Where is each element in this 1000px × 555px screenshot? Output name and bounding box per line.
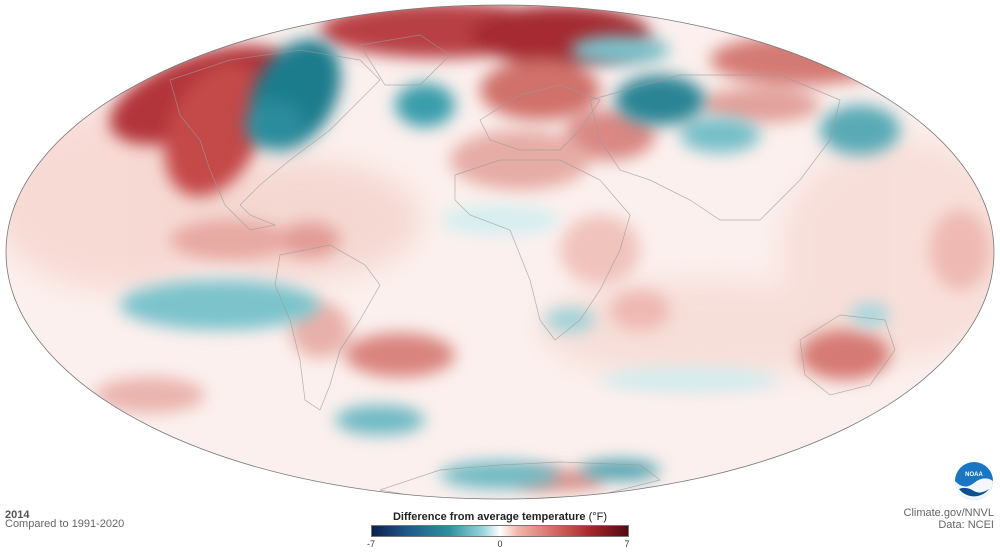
color-legend: Difference from average temperature (°F)…: [367, 510, 630, 549]
map-year: 2014: [5, 509, 30, 521]
legend-min-label: -7: [366, 539, 376, 549]
noaa-logo-text: NOAA: [965, 472, 983, 478]
greenland-outline: [359, 34, 451, 86]
legend-title: Difference from average temperature: [392, 511, 586, 523]
asia-outline: [589, 74, 841, 221]
legend-unit: (°F): [588, 511, 608, 523]
africa-outline: [454, 159, 631, 341]
noaa-logo-icon: NOAA: [954, 461, 994, 501]
north-america-outline: [169, 49, 381, 231]
credit-source: Climate.gov/NNVL: [903, 507, 994, 519]
legend-mid-label: 0: [497, 539, 503, 549]
legend-max-label: 7: [624, 539, 630, 549]
legend-color-bar: [371, 525, 629, 537]
anomaly-field: [6, 5, 994, 499]
australia-outline: [799, 314, 896, 396]
europe-outline: [479, 84, 601, 151]
credit-data: Data: NCEI: [938, 519, 994, 531]
legend-title-row: Difference from average temperature (°F): [371, 510, 629, 524]
south-america-outline: [274, 244, 381, 411]
map-subtitle: Compared to 1991-2020: [5, 518, 125, 530]
globe-outline: [5, 4, 995, 500]
map-svg: [5, 4, 995, 500]
temperature-anomaly-map: [5, 4, 995, 500]
